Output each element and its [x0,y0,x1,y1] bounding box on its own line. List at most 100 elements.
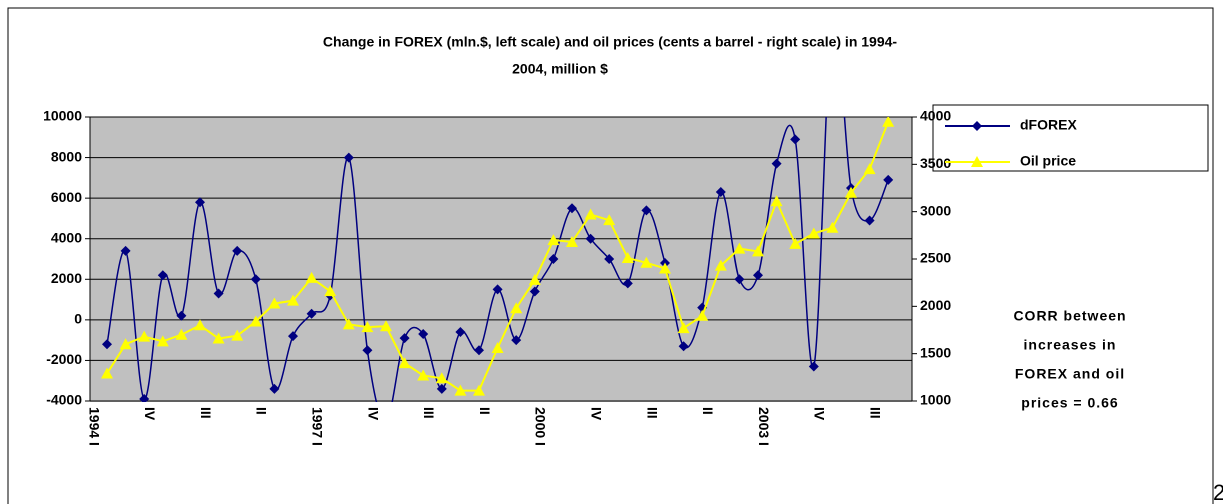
marker [156,335,169,347]
marker [435,372,448,384]
marker [826,221,839,233]
y-tick-label: 2000 [51,270,82,286]
marker [882,117,895,127]
marker [399,333,410,344]
marker [492,284,503,295]
marker [473,384,485,396]
marker [753,270,763,281]
marker [250,274,261,285]
x-tick-label: III [644,407,660,419]
y2-tick-label: 1500 [920,344,951,360]
y-tick-label: 10000 [43,108,82,124]
marker [287,294,299,306]
marker [845,186,857,198]
annotation: prices = 0.66 [1021,395,1118,411]
marker [529,286,540,297]
marker [269,383,280,394]
marker [139,393,150,402]
x-tick-label: III [867,407,883,419]
y-tick-label: 8000 [51,148,82,164]
chart-title: Change in FOREX (mln.$, left scale) and … [323,34,898,50]
x-tick-label: IV [812,407,828,421]
marker [678,341,689,352]
marker [324,285,337,297]
marker [585,233,596,244]
marker [566,235,578,247]
x-tick-label: 1994 I [86,407,102,446]
marker [771,158,782,169]
y-tick-label: 0 [74,311,82,327]
marker [733,242,746,254]
marker [511,335,522,346]
x-tick-label: II [254,407,270,415]
marker [101,367,113,379]
marker [790,134,801,145]
x-tick-label: 1997 I [309,407,325,446]
x-tick-label: III [421,407,437,419]
marker [621,252,634,264]
marker [138,330,151,342]
marker [584,208,597,220]
y2-tick-label: 2000 [920,297,951,313]
legend-label: Oil price [1020,153,1076,169]
y2-tick-label: 3000 [920,202,951,218]
y-tick-label: -2000 [46,351,82,367]
marker [343,152,354,163]
marker [864,215,875,226]
marker [120,245,131,256]
marker [194,319,206,331]
marker [195,197,205,208]
marker [641,205,652,216]
marker [306,308,317,319]
y-tick-label: -4000 [46,392,82,408]
marker [659,262,671,274]
marker [603,214,616,226]
y2-tick-label: 4000 [920,108,951,124]
x-tick-label: 2000 I [533,407,549,446]
marker [175,328,188,340]
x-tick-label: III [198,407,214,419]
marker [808,361,819,372]
marker [734,274,745,285]
marker [474,345,484,356]
annotation: increases in [1024,337,1117,353]
y-tick-label: 4000 [51,229,82,245]
annotation: FOREX and oil [1015,366,1125,382]
plot-area [90,117,912,402]
marker [417,369,430,381]
marker [752,245,764,257]
marker [157,270,168,281]
marker [455,327,466,338]
plot-series [101,117,895,402]
marker [883,174,894,185]
marker [789,237,802,249]
marker [362,345,373,356]
marker [807,227,820,239]
marker [454,384,467,396]
y2-tick-label: 2500 [920,250,951,266]
marker [305,271,318,283]
marker [249,315,262,327]
x-tick-label: II [700,407,716,415]
y2-tick-label: 3500 [920,155,951,171]
marker [770,195,783,207]
x-tick-label: II [477,407,493,415]
marker [380,320,392,332]
marker [231,329,244,341]
annotation: CORR between [1013,308,1126,324]
marker [491,341,504,353]
y-tick-label: 6000 [51,189,82,205]
marker [212,332,225,344]
marker [548,254,559,264]
marker [176,310,187,321]
legend-marker [971,156,983,167]
marker [361,321,374,333]
x-tick-label: IV [365,407,381,421]
y2-tick-label: 1000 [920,392,951,408]
marker [677,322,690,334]
chart-title: 2004, million $ [512,61,608,77]
marker [418,329,429,340]
marker [696,309,709,321]
marker [119,338,132,350]
